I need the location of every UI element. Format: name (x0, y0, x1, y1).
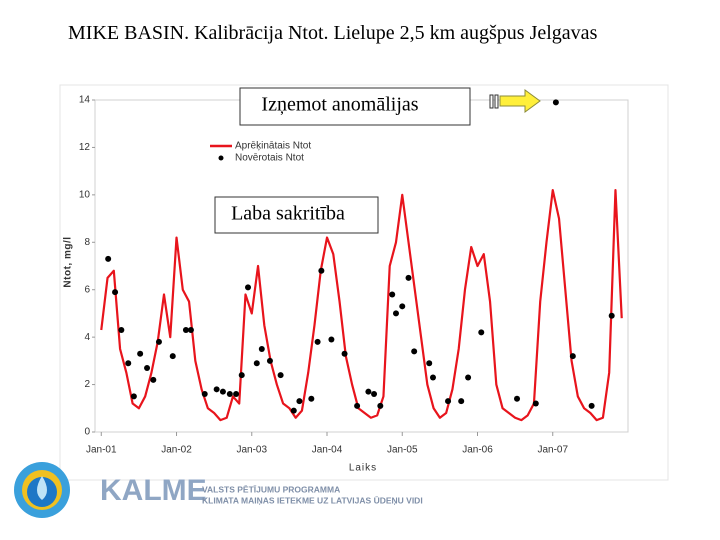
y-tick-label: 4 (84, 332, 90, 343)
data-point (150, 376, 157, 383)
data-point (137, 350, 144, 357)
chart-area (59, 84, 669, 481)
data-point (233, 391, 240, 398)
arrow-tail (489, 94, 494, 109)
y-axis-label: Ntot, mg/l (63, 236, 74, 287)
arrow-head (499, 89, 541, 113)
data-point (182, 327, 189, 334)
data-point (552, 99, 559, 106)
data-point (155, 338, 162, 345)
annotation: Laba sakritība (231, 203, 345, 225)
y-tick-label: 6 (84, 284, 90, 295)
data-point (226, 391, 233, 398)
y-tick-label: 14 (79, 95, 91, 106)
data-point (569, 353, 576, 360)
data-point (266, 357, 273, 364)
data-point (125, 360, 132, 367)
data-point (445, 398, 452, 405)
data-point (405, 274, 412, 281)
y-tick-label: 12 (79, 142, 91, 153)
footer-program: VALSTS PĒTĪJUMU PROGRAMMA (202, 484, 340, 494)
data-point (608, 312, 615, 319)
data-point (277, 372, 284, 379)
data-point (341, 350, 348, 357)
data-point (314, 338, 321, 345)
x-tick-label: Jan-01 (86, 445, 117, 456)
footer-subtitle: KLIMATA MAIŅAS IETEKME UZ LATVIJAS ŪDEŅU… (202, 495, 423, 505)
footer-logo (14, 462, 70, 518)
data-point (371, 391, 378, 398)
data-point (458, 398, 465, 405)
data-point (213, 386, 220, 393)
annotation-box (239, 87, 471, 126)
annotation-box (214, 196, 379, 234)
x-tick-label: Jan-04 (312, 445, 343, 456)
data-point (365, 388, 372, 395)
data-point (354, 402, 361, 409)
data-point (532, 400, 539, 407)
data-point (328, 336, 335, 343)
data-point (392, 310, 399, 317)
arrow-tail (494, 94, 499, 109)
data-point (201, 391, 208, 398)
x-tick-label: Jan-02 (161, 445, 192, 456)
data-point (245, 284, 252, 291)
data-point (411, 348, 418, 355)
x-axis-label: Laiks (349, 463, 377, 474)
legend-label: Aprēķinātais Ntot (235, 141, 311, 152)
y-tick-label: 10 (79, 189, 91, 200)
data-point (514, 395, 521, 402)
annotation: Izņemot anomālijas (261, 94, 418, 116)
data-point (118, 327, 125, 334)
data-point (318, 267, 325, 274)
y-tick-label: 0 (84, 427, 90, 438)
x-tick-label: Jan-06 (462, 445, 493, 456)
data-point (187, 327, 194, 334)
data-point (290, 407, 297, 414)
arrow (489, 89, 541, 113)
data-point (429, 374, 436, 381)
data-point (144, 364, 151, 371)
data-point (399, 303, 406, 310)
data-point (426, 360, 433, 367)
logo-drop (37, 476, 47, 500)
legend-swatch (218, 155, 224, 161)
data-point (105, 255, 112, 262)
y-tick-label: 8 (84, 237, 90, 248)
slide-title: MIKE BASIN. Kalibrācija Ntot. Lielupe 2,… (68, 22, 598, 44)
data-point (253, 360, 260, 367)
data-point (258, 346, 265, 352)
x-tick-label: Jan-07 (537, 445, 568, 456)
data-point (308, 395, 315, 402)
data-point (389, 291, 396, 298)
footer-logo-text: KALME (100, 474, 207, 507)
data-line (100, 189, 623, 422)
legend-label: Novērotais Ntot (235, 153, 304, 164)
data-point (130, 393, 137, 400)
data-point (296, 398, 303, 405)
legend-box (205, 138, 342, 168)
y-tick-label: 2 (84, 379, 90, 390)
data-point (377, 402, 384, 409)
plot: 0 2 4 6 8 10 12 14 Jan-01 Jan-02 Jan-03 Jan-04 Jan-0… (79, 95, 623, 456)
data-point (588, 402, 595, 409)
data-point (219, 388, 226, 395)
data-point (169, 353, 176, 360)
x-tick-label: Jan-03 (236, 445, 267, 456)
data-point (465, 374, 472, 381)
x-tick-label: Jan-05 (387, 445, 418, 456)
data-point (112, 289, 119, 296)
data-point (238, 372, 245, 379)
data-point (478, 329, 485, 336)
